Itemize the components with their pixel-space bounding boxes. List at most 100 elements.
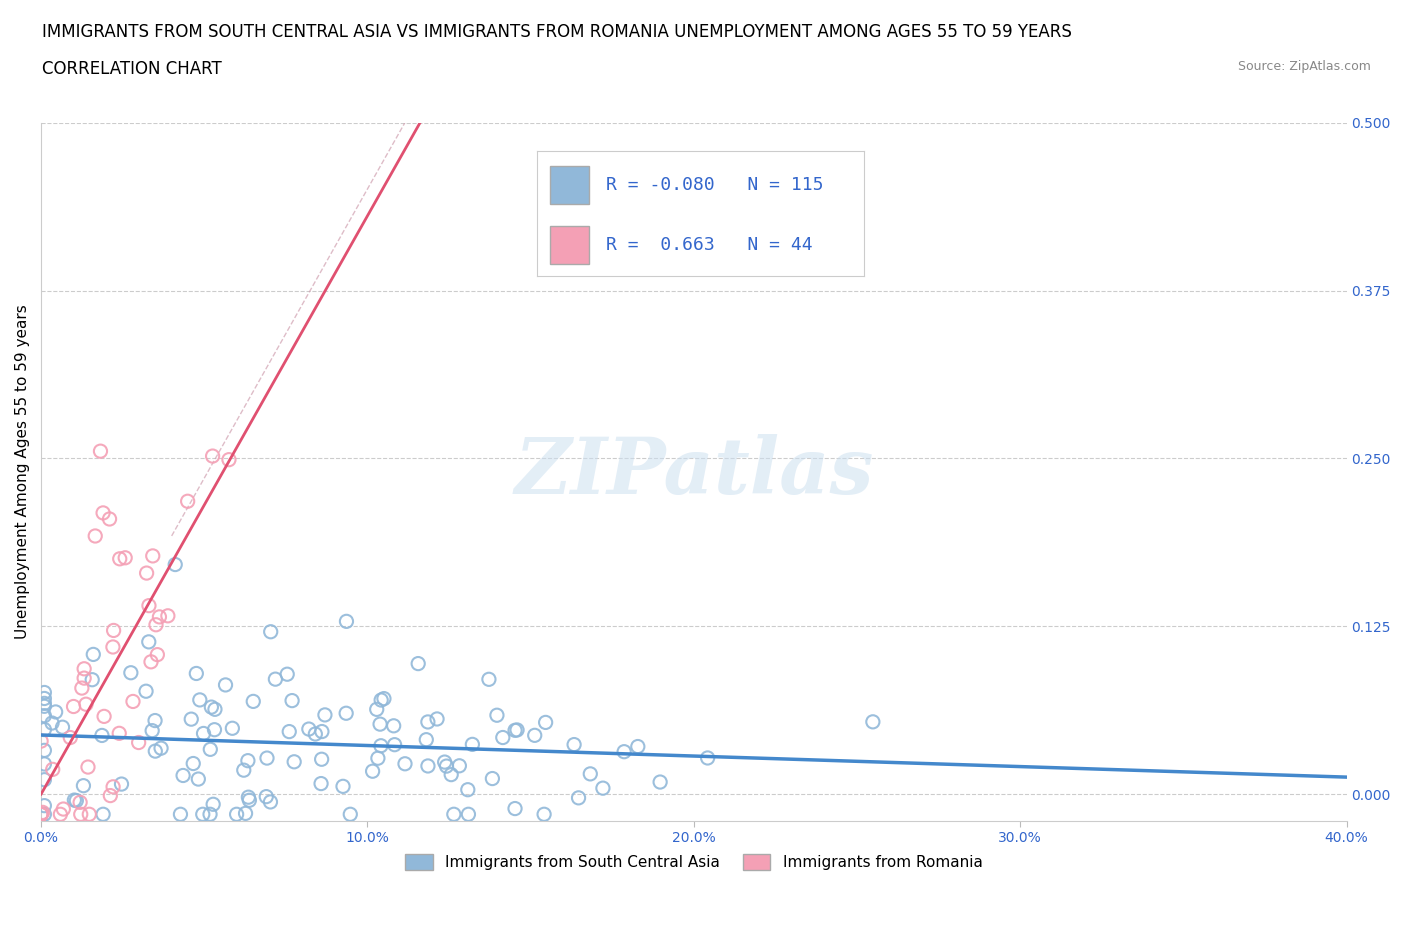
Point: [191, 807, 214, 822]
Point: [91, 506, 114, 521]
Point: [91, 728, 114, 743]
Point: [198, 807, 221, 822]
Point: [200, 742, 222, 757]
Point: [156, 608, 179, 623]
Point: [506, 723, 529, 737]
Point: [41, 715, 63, 730]
Point: [382, 718, 405, 733]
Point: [122, 694, 145, 709]
Point: [181, 756, 204, 771]
Point: [235, 806, 257, 821]
Point: [77, 760, 100, 775]
Point: [415, 732, 437, 747]
Point: [172, 768, 194, 783]
Point: [650, 775, 672, 790]
Point: [146, 647, 169, 662]
Point: [93, 709, 115, 724]
Point: [72, 778, 94, 793]
Point: [370, 738, 392, 753]
Point: [143, 713, 166, 728]
Point: [143, 744, 166, 759]
Point: [384, 737, 406, 752]
Point: [503, 723, 526, 737]
Point: [260, 624, 283, 639]
Point: [232, 763, 254, 777]
Point: [426, 711, 449, 726]
Point: [91, 807, 114, 822]
Point: [84, 528, 107, 543]
Point: [485, 708, 508, 723]
Point: [34, 807, 56, 822]
Point: [503, 801, 526, 816]
Point: [62, 699, 84, 714]
Point: [169, 807, 191, 822]
Point: [225, 807, 247, 822]
Point: [201, 448, 224, 463]
Point: [30, 807, 52, 822]
Point: [110, 777, 132, 791]
Point: [367, 751, 389, 765]
Point: [562, 737, 585, 752]
Point: [304, 726, 326, 741]
Point: [120, 665, 142, 680]
Point: [492, 730, 515, 745]
Point: [457, 807, 479, 822]
Point: [309, 777, 332, 791]
Point: [314, 708, 336, 723]
Point: [34, 709, 56, 724]
Point: [98, 512, 121, 526]
Point: [256, 751, 278, 765]
Point: [361, 764, 384, 778]
Point: [70, 681, 93, 696]
Point: [101, 640, 124, 655]
Point: [200, 699, 222, 714]
Point: [34, 743, 56, 758]
Point: [148, 609, 170, 624]
Point: [34, 685, 56, 700]
Point: [433, 754, 456, 769]
Point: [34, 696, 56, 711]
Point: [264, 671, 287, 686]
Point: [139, 655, 162, 670]
Point: [481, 771, 503, 786]
Point: [862, 714, 884, 729]
Point: [135, 565, 157, 580]
Point: [34, 798, 56, 813]
Point: [254, 790, 277, 804]
Y-axis label: Unemployment Among Ages 55 to 59 years: Unemployment Among Ages 55 to 59 years: [15, 304, 30, 639]
Point: [579, 766, 602, 781]
Point: [176, 494, 198, 509]
Point: [533, 807, 555, 822]
Point: [259, 794, 281, 809]
Point: [567, 790, 589, 805]
Point: [242, 694, 264, 709]
Point: [69, 807, 91, 822]
Point: [138, 598, 160, 613]
Point: [82, 647, 104, 662]
Point: [406, 657, 429, 671]
Point: [30, 807, 52, 822]
Point: [186, 666, 208, 681]
Point: [204, 702, 226, 717]
Point: [75, 697, 97, 711]
Point: [440, 767, 463, 782]
Point: [214, 677, 236, 692]
Point: [187, 772, 209, 787]
Point: [141, 724, 163, 738]
Point: [436, 759, 458, 774]
Point: [150, 740, 173, 755]
Point: [236, 753, 259, 768]
Point: [339, 807, 361, 822]
Point: [457, 782, 479, 797]
Point: [30, 807, 52, 822]
Point: [45, 705, 67, 720]
Point: [103, 623, 125, 638]
Point: [368, 717, 391, 732]
Point: [370, 693, 392, 708]
Point: [193, 726, 215, 741]
Point: [128, 735, 150, 750]
Point: [332, 779, 354, 794]
Point: [283, 754, 305, 769]
Text: ZIPatlas: ZIPatlas: [515, 433, 873, 511]
Point: [180, 711, 202, 726]
